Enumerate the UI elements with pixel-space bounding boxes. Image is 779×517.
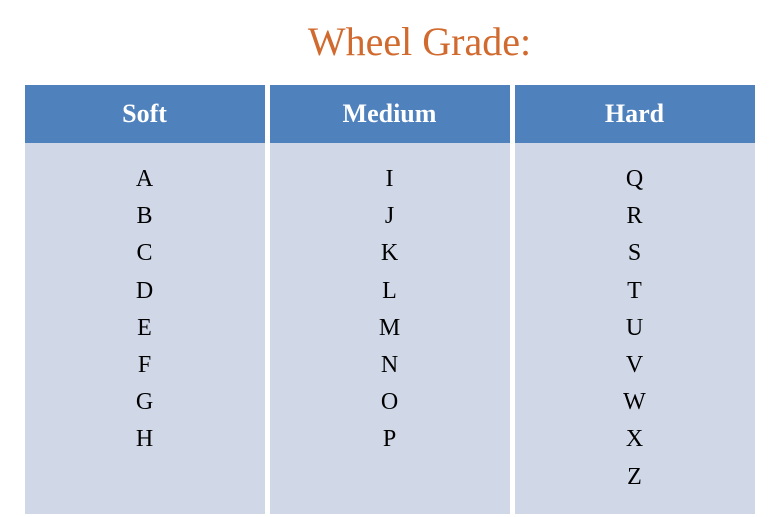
- col-header-medium: Medium: [270, 85, 510, 143]
- grade-letter: F: [25, 347, 265, 384]
- col-body-hard: Q R S T U V W X Z: [515, 143, 755, 514]
- grade-letter: W: [515, 384, 755, 421]
- col-body-soft: A B C D E F G H: [25, 143, 265, 514]
- grade-letter: H: [25, 421, 265, 458]
- grade-letter: B: [25, 198, 265, 235]
- grade-letter: A: [25, 161, 265, 198]
- col-body-medium: I J K L M N O P: [270, 143, 510, 514]
- grade-letter: X: [515, 421, 755, 458]
- grade-table: Soft Medium Hard A B C D E F G H I: [20, 85, 760, 514]
- grade-letter: J: [270, 198, 510, 235]
- grade-letter: C: [25, 235, 265, 272]
- grade-letter: V: [515, 347, 755, 384]
- grade-letter: G: [25, 384, 265, 421]
- grade-letter: M: [270, 310, 510, 347]
- grade-letter: E: [25, 310, 265, 347]
- grade-letter: O: [270, 384, 510, 421]
- grade-letter: D: [25, 273, 265, 310]
- grade-letter: R: [515, 198, 755, 235]
- grade-letter: K: [270, 235, 510, 272]
- grade-letter: S: [515, 235, 755, 272]
- grade-letter: Z: [515, 459, 755, 496]
- col-header-soft: Soft: [25, 85, 265, 143]
- page-title: Wheel Grade:: [0, 0, 779, 85]
- grade-letter: Q: [515, 161, 755, 198]
- grade-letter: U: [515, 310, 755, 347]
- grade-letter: I: [270, 161, 510, 198]
- col-header-hard: Hard: [515, 85, 755, 143]
- grade-letter: N: [270, 347, 510, 384]
- grade-table-wrap: Soft Medium Hard A B C D E F G H I: [20, 85, 760, 514]
- grade-letter: P: [270, 421, 510, 458]
- grade-letter: T: [515, 273, 755, 310]
- grade-letter: L: [270, 273, 510, 310]
